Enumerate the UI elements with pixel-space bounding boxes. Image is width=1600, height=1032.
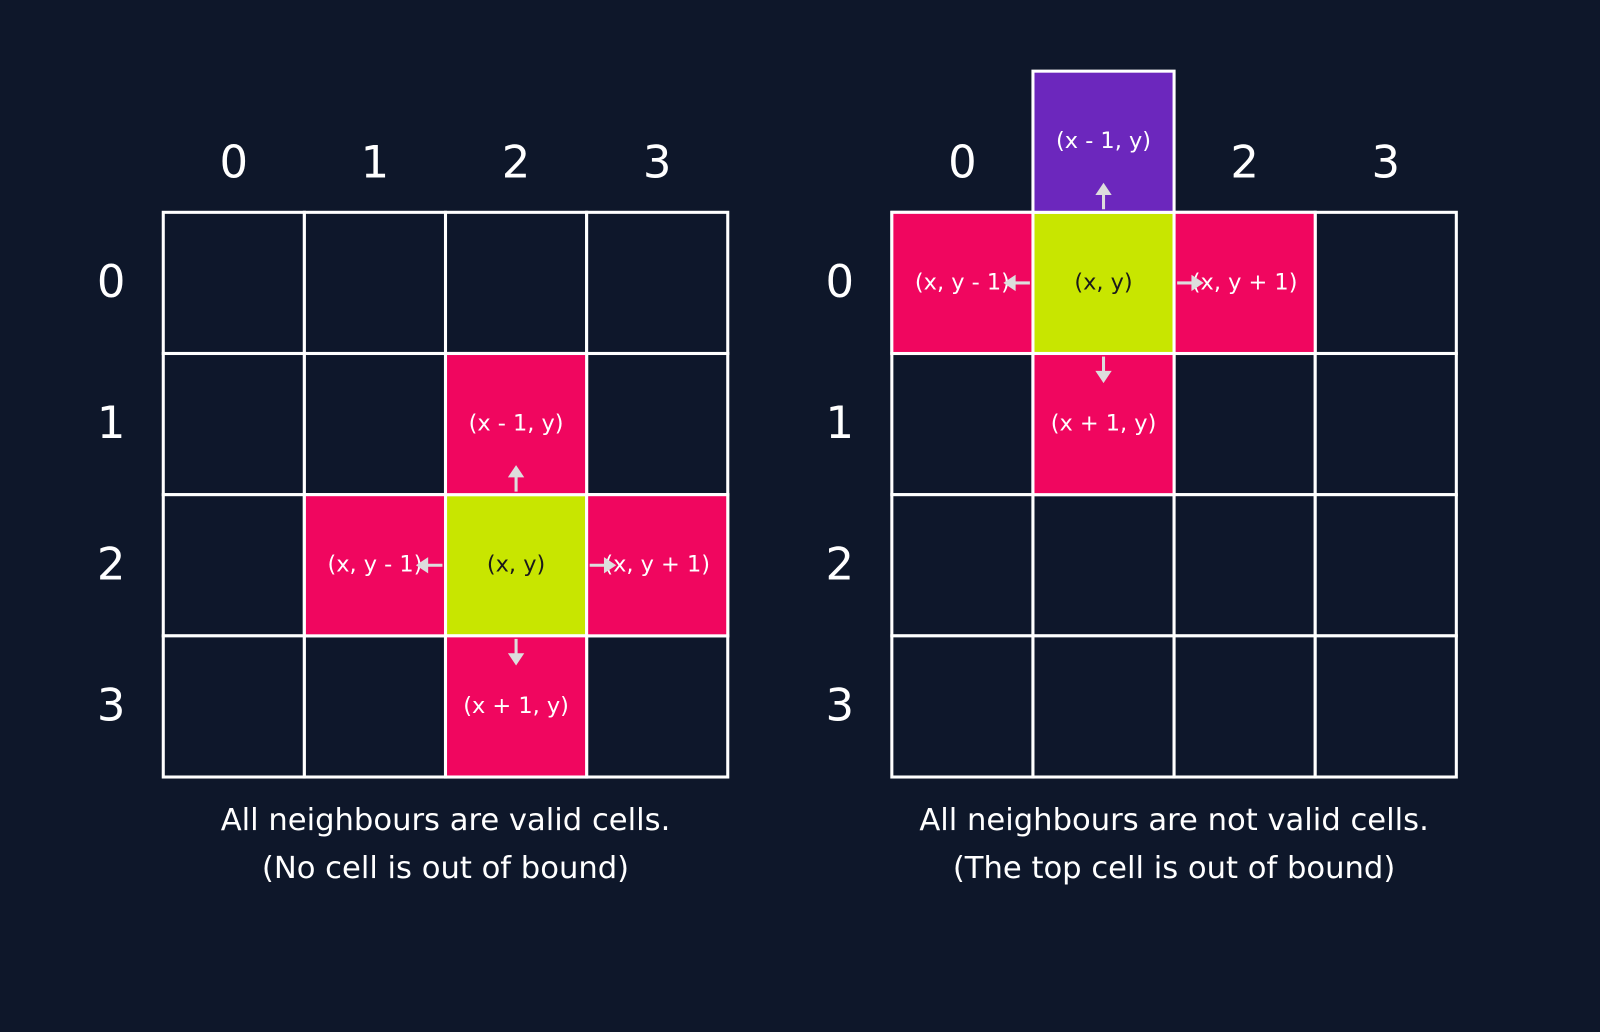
column-label: 2 xyxy=(502,135,531,188)
grid-cell xyxy=(161,634,306,779)
row-label: 3 xyxy=(97,678,126,731)
arrow-head xyxy=(415,557,429,574)
neighbour-cell xyxy=(585,493,730,638)
row-label: 2 xyxy=(826,537,855,590)
arrow-head xyxy=(1003,274,1016,292)
cell-label: (x, y) xyxy=(487,552,545,578)
row-label: 0 xyxy=(97,255,126,308)
grid-cell xyxy=(1031,493,1176,638)
caption: All neighbours are valid cells. xyxy=(221,803,671,838)
grid-cell xyxy=(161,210,306,356)
column-label: 0 xyxy=(220,135,249,188)
cell-label: (x + 1, y) xyxy=(1051,411,1157,437)
grid-cell xyxy=(890,634,1035,779)
grid-cell xyxy=(1313,210,1458,356)
arrow-head xyxy=(603,557,617,574)
grid-cell xyxy=(302,351,448,497)
arrow-head xyxy=(1095,182,1112,195)
grid-cell xyxy=(1172,634,1317,779)
grid-cell xyxy=(890,493,1035,638)
row-label: 2 xyxy=(97,537,126,590)
row-label: 1 xyxy=(826,396,855,449)
grid-cell xyxy=(890,351,1035,497)
grid-cell xyxy=(1313,634,1458,779)
grid-cell xyxy=(443,210,589,356)
caption: (The top cell is out of bound) xyxy=(953,851,1395,886)
row-label: 3 xyxy=(826,678,855,731)
grid-cell xyxy=(585,634,730,779)
cell-label: (x, y - 1) xyxy=(915,269,1010,295)
grid-cell xyxy=(1172,493,1317,638)
column-label: 0 xyxy=(948,135,977,188)
arrow-head xyxy=(507,465,525,478)
column-label: 3 xyxy=(1371,135,1400,188)
row-label: 0 xyxy=(826,255,855,308)
cell-label: (x, y + 1) xyxy=(604,552,710,578)
grid-cell xyxy=(585,210,730,356)
cell-label: (x - 1, y) xyxy=(1056,128,1151,154)
arrow-head xyxy=(507,653,525,666)
grid-cell xyxy=(1313,351,1458,497)
column-label: 1 xyxy=(361,135,390,188)
caption: All neighbours are not valid cells. xyxy=(919,803,1428,838)
column-label: 3 xyxy=(643,135,672,188)
caption: (No cell is out of bound) xyxy=(262,851,629,886)
neighbour-cell xyxy=(1172,210,1317,356)
current-cell xyxy=(1031,210,1176,356)
grid-cell xyxy=(585,351,730,497)
cell-label: (x - 1, y) xyxy=(469,411,564,437)
arrow-head xyxy=(1095,370,1112,384)
cell-label: (x, y - 1) xyxy=(327,552,422,578)
cell-label: (x, y + 1) xyxy=(1192,269,1298,295)
grid-cell xyxy=(161,493,306,638)
arrow-head xyxy=(1191,274,1204,292)
row-label: 1 xyxy=(97,396,126,449)
grid-cell xyxy=(1313,493,1458,638)
grid-cell xyxy=(1031,634,1176,779)
grid-cell xyxy=(161,351,306,497)
cell-label: (x, y) xyxy=(1074,269,1132,295)
grid-cell xyxy=(302,210,448,356)
grid-cell xyxy=(1172,351,1317,497)
grid-cell xyxy=(302,634,448,779)
cell-label: (x + 1, y) xyxy=(463,693,569,719)
column-label: 2 xyxy=(1230,135,1259,188)
